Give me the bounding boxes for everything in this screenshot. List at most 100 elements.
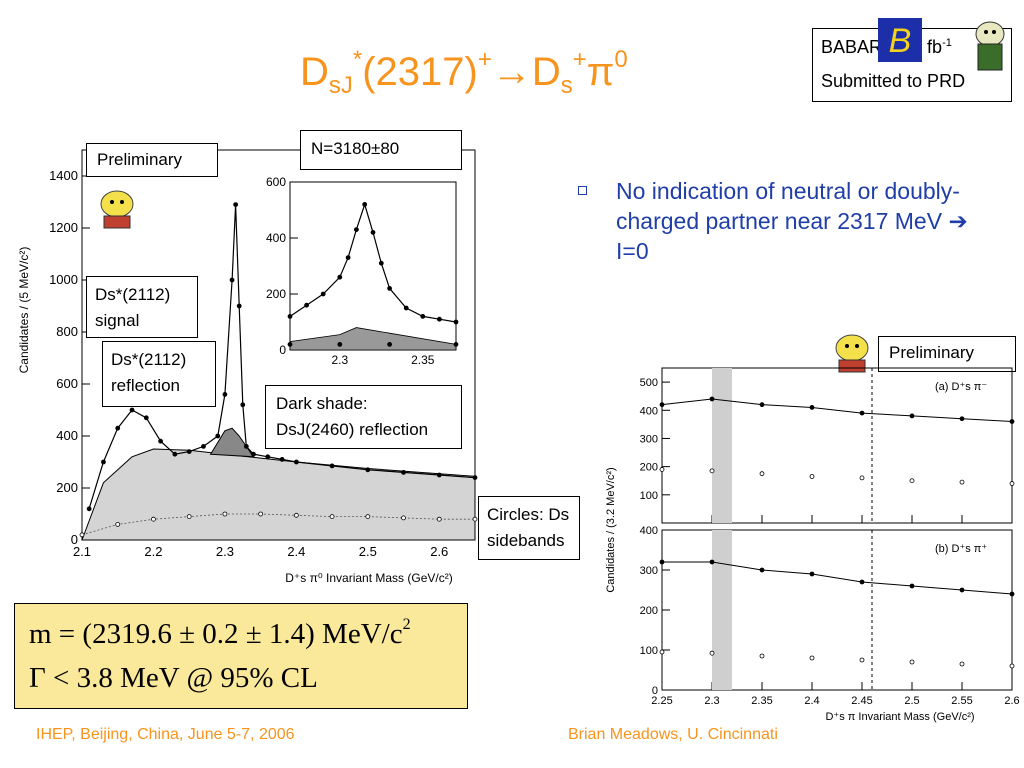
signal-band — [712, 368, 732, 523]
data-point — [158, 438, 164, 444]
svg-text:B: B — [889, 22, 912, 60]
event-count-box: N=3180±80 — [300, 130, 462, 170]
inset-sideband-point — [287, 341, 293, 347]
x-tick-label: 2.5 — [359, 544, 377, 559]
babar-elephant-icon — [975, 21, 1005, 71]
signal-band — [712, 530, 732, 690]
submitted-text: Submitted to PRD — [821, 71, 966, 91]
sideband-point — [859, 657, 865, 663]
y-tick-label: 400 — [640, 405, 658, 417]
width-limit: Γ < 3.8 MeV @ 95% CL — [29, 662, 318, 694]
y-tick-label: 0 — [279, 343, 286, 357]
babar-logo-icon: B — [878, 18, 922, 62]
slide-title: DsJ*(2317)+→Ds+π0 — [300, 46, 628, 99]
x-tick-label: 2.25 — [651, 695, 672, 707]
data-point — [251, 451, 256, 457]
inset-data-point — [353, 227, 359, 232]
sideband-point — [859, 475, 865, 481]
data-point — [809, 571, 815, 577]
y-tick-label: 300 — [640, 565, 658, 577]
x-tick-label: 2.1 — [73, 544, 91, 559]
x-tick-label: 2.35 — [751, 695, 772, 707]
y-tick-label: 0 — [71, 532, 78, 547]
sideband-point — [809, 655, 815, 661]
sideband-point — [759, 653, 765, 659]
sideband-point — [222, 511, 228, 517]
data-point — [236, 303, 242, 309]
sideband-point — [709, 468, 715, 474]
data-point — [1009, 591, 1015, 597]
bullet-square-icon — [578, 186, 587, 195]
x-tick-label: 2.55 — [951, 695, 972, 707]
data-point — [279, 456, 285, 462]
data-point — [809, 405, 815, 410]
data-point — [215, 433, 221, 439]
data-point — [859, 579, 865, 585]
y-tick-label: 200 — [640, 462, 658, 474]
fit-line — [662, 561, 1013, 595]
inset-sideband-point — [453, 341, 459, 347]
data-point — [659, 402, 665, 408]
sideband-curve — [81, 513, 475, 536]
sideband-point — [293, 512, 299, 518]
x-tick-label: 2.45 — [851, 695, 872, 707]
panel-b-label: (b) D⁺s π⁺ — [935, 543, 987, 555]
right-plot-ylabel: Candidates / (3.2 MeV/c²) — [605, 467, 617, 592]
babar-mascot-icon — [100, 190, 134, 229]
y-tick-label: 200 — [56, 480, 78, 495]
sideband-point — [365, 514, 371, 520]
data-point — [233, 202, 239, 207]
data-point — [240, 402, 246, 408]
y-tick-label: 600 — [266, 175, 286, 189]
inset-sideband-point — [337, 341, 343, 347]
data-point — [329, 463, 335, 469]
x-tick-label: 2.3 — [704, 695, 719, 707]
sideband-point — [759, 471, 765, 477]
fit-line — [661, 398, 1013, 422]
inset-data-point — [287, 313, 293, 319]
data-point — [243, 443, 249, 449]
sideband-point — [909, 478, 915, 484]
sideband-point — [1009, 481, 1015, 486]
y-tick-label: 100 — [640, 645, 658, 657]
y-tick-label: 400 — [640, 525, 658, 537]
reflection-label-box: Ds*(2112) reflection — [102, 341, 216, 407]
sideband-point — [959, 479, 965, 485]
sideband-point — [401, 515, 406, 521]
preliminary-label-right: Preliminary — [878, 336, 1016, 372]
y-tick-label: 200 — [266, 287, 286, 301]
x-tick-label: 2.35 — [411, 353, 435, 367]
inset-data-point — [345, 255, 351, 260]
data-point — [659, 559, 665, 565]
x-tick-label: 2.2 — [144, 544, 162, 559]
sideband-point — [79, 532, 85, 538]
data-point — [201, 443, 206, 449]
inset-reflection-shade — [289, 327, 457, 351]
data-point — [293, 459, 299, 465]
preliminary-label-left: Preliminary — [86, 143, 218, 177]
y-tick-label: 400 — [56, 428, 78, 443]
data-point — [909, 583, 915, 589]
x-tick-label: 2.6 — [430, 544, 448, 559]
y-tick-label: 400 — [266, 231, 286, 245]
sideband-point — [115, 521, 121, 527]
y-tick-label: 1200 — [49, 220, 78, 235]
inset-data-point — [304, 302, 310, 308]
inset-data-point — [403, 305, 409, 311]
y-tick-label: 800 — [56, 324, 78, 339]
inset-data-point — [387, 285, 393, 291]
data-point — [959, 416, 965, 422]
y-tick-label: 500 — [640, 377, 658, 389]
data-point — [115, 425, 121, 431]
x-tick-label: 2.3 — [216, 544, 234, 559]
y-tick-label: 100 — [640, 490, 658, 502]
data-point — [129, 407, 135, 413]
plot-frame — [661, 367, 1013, 524]
sideband-point — [186, 514, 192, 520]
sideband-point — [809, 474, 815, 479]
sideband-point — [1009, 663, 1015, 669]
inset-data-point — [337, 274, 343, 280]
mass-width-result-box: m = (2319.6 ± 0.2 ± 1.4) MeV/c2 Γ < 3.8 … — [14, 603, 468, 709]
y-tick-label: 1400 — [49, 168, 78, 183]
data-point — [909, 413, 915, 419]
